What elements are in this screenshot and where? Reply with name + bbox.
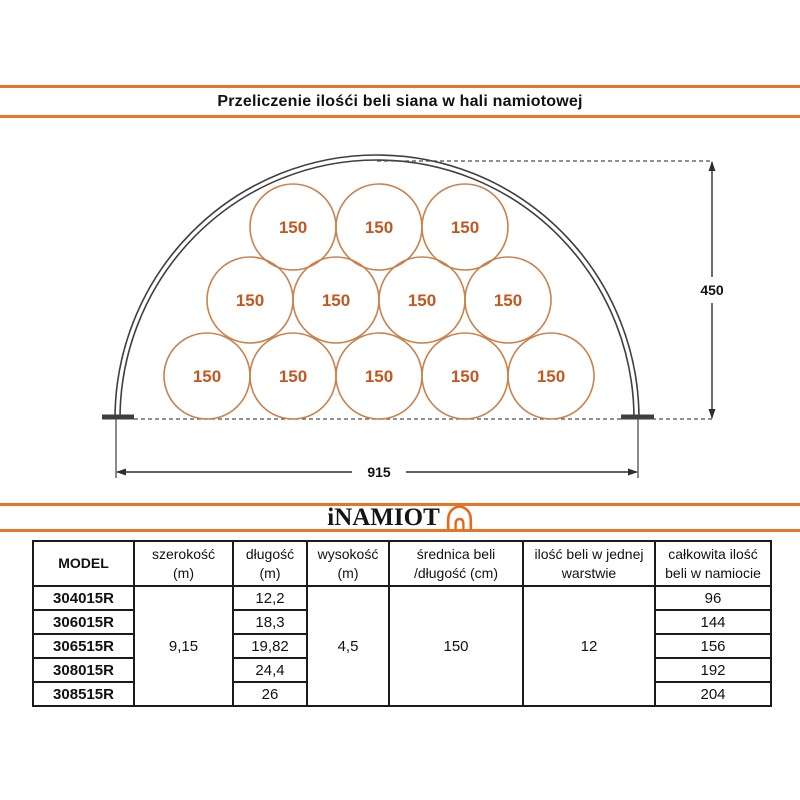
hay-bale-circle [421, 183, 509, 271]
hay-bale-circle [464, 256, 552, 344]
page-title: Przeliczenie ilośći beli siana w hali na… [217, 92, 583, 110]
height-dimension: 450 [700, 161, 724, 419]
table-row: 306015R 18,3 144 [32, 609, 772, 635]
hay-bale-diameter-label: 150 [408, 291, 436, 310]
cell-model: 306015R [32, 609, 135, 635]
tent-arch-icon [446, 505, 473, 530]
cell-total: 204 [654, 681, 772, 707]
width-dimension-label: 915 [367, 464, 391, 480]
logo-bar: iNAMIOT [0, 503, 800, 532]
hay-bale-diameter-label: 150 [279, 367, 307, 386]
col-header-warstwa: ilość beli w jednej warstwie [522, 540, 656, 587]
cell-dlugosc: 24,4 [232, 657, 308, 683]
width-dimension: 915 [116, 464, 638, 480]
hay-bale-diameter-label: 150 [365, 367, 393, 386]
header-unit: warstwie [561, 564, 617, 581]
cell-dlugosc: 12,2 [232, 585, 308, 611]
cell-dlugosc: 26 [232, 681, 308, 707]
header-unit: (m) [173, 564, 194, 581]
header-text: średnica beli [416, 546, 496, 563]
table-row: 306515R 19,82 156 [32, 633, 772, 659]
cell-srednica-merged: 150 [388, 585, 524, 707]
col-header-dlugosc: długość (m) [232, 540, 308, 587]
hay-bale-diameter-label: 150 [451, 218, 479, 237]
title-bar: Przeliczenie ilośći beli siana w hali na… [0, 85, 800, 118]
cell-model: 306515R [32, 633, 135, 659]
spec-table: MODEL szerokość (m) długość (m) wysokość (m… [32, 540, 772, 707]
right-base-plate [621, 414, 654, 420]
header-text: całkowita ilość [668, 546, 758, 563]
cell-dlugosc: 18,3 [232, 609, 308, 635]
header-text: wysokość [317, 546, 379, 563]
tent-arch-inner-line [119, 159, 635, 420]
col-header-szerokosc: szerokość (m) [133, 540, 234, 587]
header-unit: (m) [337, 564, 359, 581]
table-header-row: MODEL szerokość (m) długość (m) wysokość (m… [32, 540, 772, 587]
cell-total: 144 [654, 609, 772, 635]
arrow-down-icon [708, 409, 716, 419]
table-row: 308015R 24,4 192 [32, 657, 772, 683]
tent-arch [114, 154, 640, 420]
hay-bale-diameter-label: 150 [537, 367, 565, 386]
header-text: MODEL [58, 555, 109, 572]
hay-bale-diameter-label: 150 [279, 218, 307, 237]
brand-logo-text: iNAMIOT [327, 504, 440, 531]
arrow-left-icon [116, 468, 126, 476]
cell-total: 96 [654, 585, 772, 611]
hay-bale-diameter-label: 150 [236, 291, 264, 310]
cell-model: 308515R [32, 681, 135, 707]
cell-szerokosc-merged: 9,15 [133, 585, 234, 707]
col-header-srednica: średnica beli/długość (cm) [388, 540, 524, 587]
hay-bale-diameter-label: 150 [451, 367, 479, 386]
hay-bale-diameter-label: 150 [494, 291, 522, 310]
arrow-up-icon [708, 161, 716, 171]
header-unit: (m) [259, 564, 281, 581]
arrow-right-icon [628, 468, 638, 476]
header-unit: /długość (cm) [413, 564, 499, 581]
header-text: ilość beli w jednej [534, 546, 644, 563]
hay-bale-diameter-label: 150 [365, 218, 393, 237]
col-header-wysokosc: wysokość (m) [306, 540, 390, 587]
bale-group: 150 150 150 150 150 150 150 150 150 150 150 150 [163, 183, 595, 420]
hay-bale-diameter-label: 150 [193, 367, 221, 386]
col-header-calkowita: całkowita ilość beli w namiocie [654, 540, 772, 587]
cell-wysokosc-merged: 4,5 [306, 585, 390, 707]
col-header-model: MODEL [32, 540, 135, 587]
height-dimension-label: 450 [700, 282, 724, 298]
cell-model: 308015R [32, 657, 135, 683]
header-unit: beli w namiocie [665, 564, 761, 581]
cell-warstwa-merged: 12 [522, 585, 656, 707]
table-row: 304015R 9,15 12,2 4,5 150 12 96 [32, 585, 772, 707]
table-row: 308515R 26 204 [32, 681, 772, 707]
header-text: szerokość [151, 546, 216, 563]
header-text: długość [245, 546, 295, 563]
tent-arch-outer-line [114, 154, 640, 420]
cell-total: 156 [654, 633, 772, 659]
cell-dlugosc: 19,82 [232, 633, 308, 659]
cell-total: 192 [654, 657, 772, 683]
left-base-plate [102, 414, 134, 420]
hay-bale-diameter-label: 150 [322, 291, 350, 310]
cell-model: 304015R [32, 585, 135, 611]
hay-bale-circle [507, 332, 595, 420]
